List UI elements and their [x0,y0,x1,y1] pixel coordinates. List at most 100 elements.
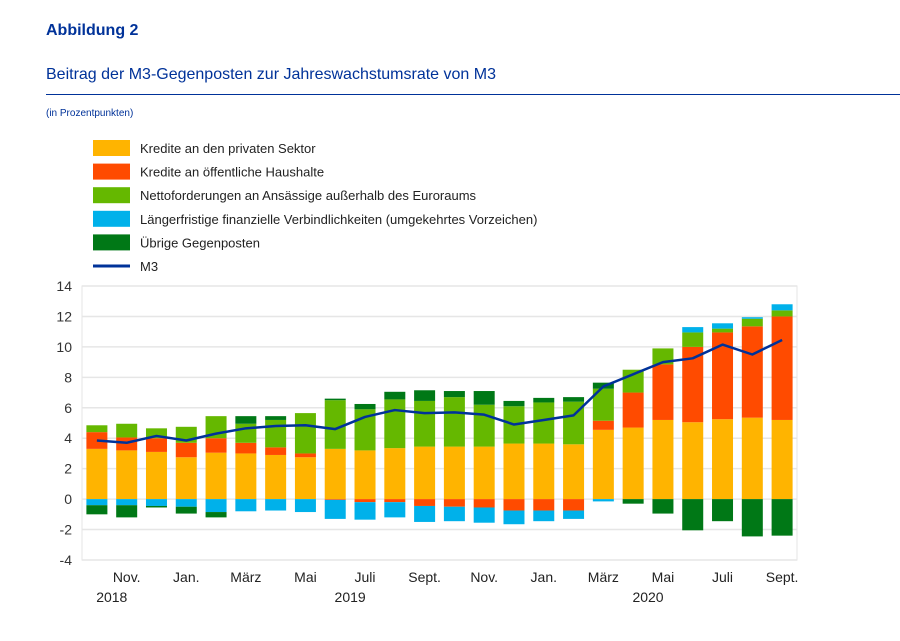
bar-segment [443,499,465,507]
bar-segment [473,507,495,523]
bar-segment [324,499,346,500]
bar-segment [533,402,555,444]
legend-swatch [93,210,130,227]
chart-title: Beitrag der M3-Gegenposten zur Jahreswac… [46,66,496,83]
bar-segment [145,499,167,506]
bar-segment [503,400,525,407]
bar-segment [414,390,436,401]
bar-segment [205,499,227,513]
bar-segment [473,404,495,447]
bar-segment [205,512,227,518]
bar-segment [145,428,167,439]
bar-segment [533,499,555,511]
bar-segment [324,499,346,519]
bar-segment [771,499,793,536]
bar-segment [175,499,197,507]
bar-segment [443,506,465,522]
bar-segment [563,444,585,500]
bar-segment [175,506,197,514]
y-tick-label: 2 [64,461,72,477]
bar-segment [741,417,763,500]
x-year-label: 2019 [335,589,366,605]
legend-label: Übrige Gegenposten [140,235,260,250]
bar-segment [294,413,316,454]
y-tick-label: 10 [56,339,72,355]
bar-segment [682,499,704,531]
bar-segment [712,419,734,500]
x-tick-label: Sept. [408,569,441,585]
bar-segment [354,450,376,500]
x-year-label: 2018 [96,589,127,605]
x-tick-label: März [588,569,619,585]
bar-segment [145,505,167,508]
bar-segment [682,327,704,333]
bar-segment [741,499,763,537]
bar-segment [354,403,376,410]
bar-segment [265,499,287,511]
bar-segment [592,388,614,421]
bar-segment [741,326,763,418]
x-tick-label: Nov. [113,569,141,585]
bar-segment [622,427,644,500]
y-tick-label: 4 [64,430,72,446]
bar-segment [265,416,287,420]
bar-segment [324,398,346,401]
bar-segment [592,429,614,500]
bar-segment [384,399,406,449]
bar-segment [771,310,793,317]
bar-segment [116,423,138,438]
bar-segment [205,438,227,453]
x-tick-label: Mai [294,569,317,585]
y-tick-label: 0 [64,491,72,507]
legend-label: M3 [140,259,158,274]
unit-label: (in Prozentpunkten) [46,108,134,119]
bar-segment [592,499,614,502]
bar-segment [682,346,704,423]
bar-segment [116,505,138,518]
bar-segment [265,419,287,448]
bar-segment [443,446,465,500]
bar-segment [294,499,316,513]
legend-label: Längerfristige finanzielle Verbindlichke… [140,212,537,227]
bar-segment [741,318,763,327]
bar-segment [384,499,406,503]
bar-segment [235,453,257,500]
bar-segment [771,316,793,420]
bar-segment [443,397,465,447]
bar-segment [473,391,495,405]
bar-segment [443,391,465,398]
bar-segment [682,422,704,500]
bar-segment [563,401,585,445]
bar-segment [741,317,763,319]
bar-segment [682,332,704,347]
bar-segment [265,454,287,500]
bar-segment [116,450,138,500]
legend-label: Kredite an öffentliche Haushalte [140,165,324,180]
x-tick-label: Jan. [531,569,557,585]
bar-segment [384,502,406,518]
bar-segment [563,397,585,402]
bar-segment [533,510,555,522]
legend-swatch [93,140,130,156]
bar-segment [503,499,525,511]
bar-segment [533,397,555,403]
bar-segment [414,400,436,447]
legend-swatch [93,163,130,180]
bar-segment [563,499,585,511]
bar-segment [294,457,316,500]
x-tick-label: Mai [652,569,675,585]
y-tick-label: 8 [64,369,72,385]
bar-segment [235,442,257,454]
bar-segment [265,447,287,455]
title-divider [46,94,900,95]
y-tick-label: 6 [64,400,72,416]
bar-segment [145,438,167,452]
bar-segment [235,416,257,424]
legend-swatch [93,187,130,204]
bar-segment [622,499,644,504]
x-tick-label: Jan. [173,569,199,585]
bar-segment [86,448,108,500]
bar-segment [503,443,525,500]
